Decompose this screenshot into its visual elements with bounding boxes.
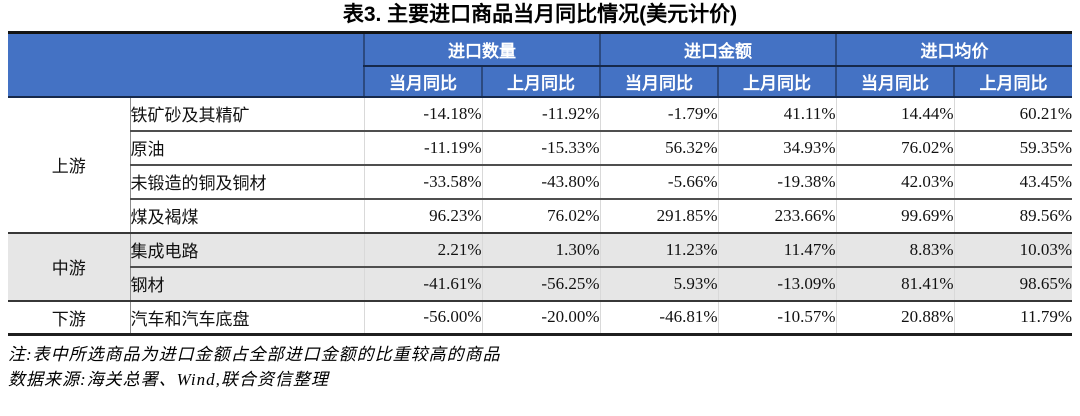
group-label-upstream: 上游 xyxy=(8,96,131,233)
footnote-data-source: 数据来源:海关总署、Wind,联合资信整理 xyxy=(8,370,329,389)
value-cell: 5.93% xyxy=(599,265,718,301)
commodity-name: 汽车和汽车底盘 xyxy=(130,299,364,336)
value-cell: 10.03% xyxy=(953,231,1072,267)
value-cell: 59.35% xyxy=(953,129,1072,165)
value-cell: 60.21% xyxy=(953,96,1072,131)
group-label-downstream: 下游 xyxy=(8,299,131,336)
group-label-midstream: 中游 xyxy=(8,231,131,301)
value-cell: 99.69% xyxy=(835,197,954,233)
value-cell: -41.61% xyxy=(363,265,482,301)
value-cell: 2.21% xyxy=(363,231,482,267)
table-row: 原油 -11.19% -15.33% 56.32% 34.93% 76.02% … xyxy=(8,129,1072,165)
table-body: 上游 铁矿砂及其精矿 -14.18% -11.92% -1.79% 41.11%… xyxy=(8,96,1072,336)
value-cell: 98.65% xyxy=(953,265,1072,301)
subheader-quantity-prev-yoy: 上月同比 xyxy=(481,65,600,98)
subheader-amount-current-yoy: 当月同比 xyxy=(599,65,718,98)
value-cell: -43.80% xyxy=(481,163,600,199)
value-cell: -5.66% xyxy=(599,163,718,199)
table-row: 上游 铁矿砂及其精矿 -14.18% -11.92% -1.79% 41.11%… xyxy=(8,96,1072,233)
value-cell: 233.66% xyxy=(717,197,836,233)
value-cell: -56.25% xyxy=(481,265,600,301)
value-cell: 11.47% xyxy=(717,231,836,267)
table-row: 煤及褐煤 96.23% 76.02% 291.85% 233.66% 99.69… xyxy=(8,197,1072,233)
value-cell: 291.85% xyxy=(599,197,718,233)
value-cell: 89.56% xyxy=(953,197,1072,233)
commodity-name: 铁矿砂及其精矿 xyxy=(130,96,364,131)
footnote-selection-criteria: 注:表中所选商品为进口金额占全部进口金额的比重较高的商品 xyxy=(8,345,501,364)
col-group-import-avg-price: 进口均价 xyxy=(835,32,1072,67)
table-row: 钢材 -41.61% -56.25% 5.93% -13.09% 81.41% … xyxy=(8,265,1072,301)
table-footnotes: 注:表中所选商品为进口金额占全部进口金额的比重较高的商品 数据来源:海关总署、W… xyxy=(8,342,1080,392)
value-cell: 1.30% xyxy=(481,231,600,267)
value-cell: 43.45% xyxy=(953,163,1072,199)
col-group-import-amount: 进口金额 xyxy=(599,32,836,67)
value-cell: -46.81% xyxy=(599,299,718,336)
commodity-name: 未锻造的铜及铜材 xyxy=(130,163,364,199)
value-cell: -11.92% xyxy=(481,96,600,131)
subheader-amount-prev-yoy: 上月同比 xyxy=(717,65,836,98)
column-group-header-row: 进口数量 进口金额 进口均价 xyxy=(8,32,1072,98)
value-cell: -20.00% xyxy=(481,299,600,336)
value-cell: -15.33% xyxy=(481,129,600,165)
value-cell: 8.83% xyxy=(835,231,954,267)
value-cell: -33.58% xyxy=(363,163,482,199)
table-row: 下游 汽车和汽车底盘 -56.00% -20.00% -46.81% -10.5… xyxy=(8,299,1072,336)
sub-header-row: 当月同比 上月同比 当月同比 上月同比 当月同比 上月同比 xyxy=(8,65,1072,98)
value-cell: 41.11% xyxy=(717,96,836,131)
value-cell: -10.57% xyxy=(717,299,836,336)
subheader-price-current-yoy: 当月同比 xyxy=(835,65,954,98)
table-header: 进口数量 进口金额 进口均价 当月同比 上月同比 当月同比 上月同比 当月同比 … xyxy=(8,32,1072,98)
value-cell: 20.88% xyxy=(835,299,954,336)
value-cell: -13.09% xyxy=(717,265,836,301)
commodity-name: 原油 xyxy=(130,129,364,165)
value-cell: 11.23% xyxy=(599,231,718,267)
value-cell: 14.44% xyxy=(835,96,954,131)
value-cell: -11.19% xyxy=(363,129,482,165)
table-row: 中游 集成电路 2.21% 1.30% 11.23% 11.47% 8.83% … xyxy=(8,231,1072,301)
value-cell: 34.93% xyxy=(717,129,836,165)
value-cell: -19.38% xyxy=(717,163,836,199)
header-corner-blank xyxy=(8,32,364,98)
col-group-import-quantity: 进口数量 xyxy=(363,32,600,67)
table-title: 表3. 主要进口商品当月同比情况(美元计价) xyxy=(342,3,738,26)
value-cell: 81.41% xyxy=(835,265,954,301)
commodity-name: 煤及褐煤 xyxy=(130,197,364,233)
value-cell: 76.02% xyxy=(481,197,600,233)
subheader-price-prev-yoy: 上月同比 xyxy=(953,65,1072,98)
value-cell: -14.18% xyxy=(363,96,482,131)
commodity-name: 集成电路 xyxy=(130,231,364,267)
value-cell: -56.00% xyxy=(363,299,482,336)
table-row: 未锻造的铜及铜材 -33.58% -43.80% -5.66% -19.38% … xyxy=(8,163,1072,199)
import-commodities-table: 进口数量 进口金额 进口均价 当月同比 上月同比 当月同比 上月同比 当月同比 … xyxy=(8,31,1072,336)
value-cell: 96.23% xyxy=(363,197,482,233)
value-cell: 76.02% xyxy=(835,129,954,165)
value-cell: 42.03% xyxy=(835,163,954,199)
value-cell: 56.32% xyxy=(599,129,718,165)
commodity-name: 钢材 xyxy=(130,265,364,301)
subheader-quantity-current-yoy: 当月同比 xyxy=(363,65,482,98)
value-cell: 11.79% xyxy=(953,299,1072,336)
value-cell: -1.79% xyxy=(599,96,718,131)
